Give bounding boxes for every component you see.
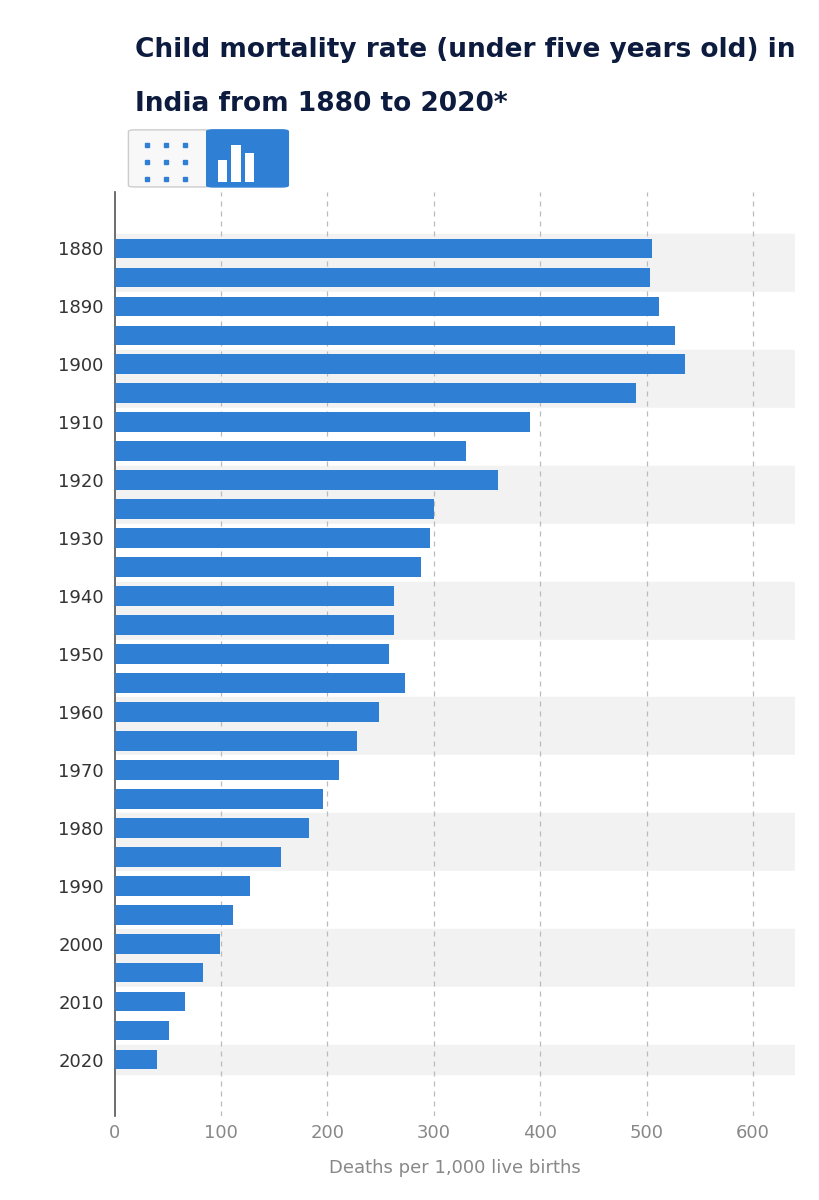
X-axis label: Deaths per 1,000 live births: Deaths per 1,000 live births bbox=[328, 1159, 581, 1177]
Bar bbox=[115, 702, 378, 721]
Bar bbox=[115, 408, 794, 466]
Bar bbox=[115, 499, 433, 520]
Bar bbox=[115, 1050, 157, 1069]
Bar bbox=[115, 731, 357, 751]
Bar bbox=[115, 640, 794, 697]
Bar bbox=[115, 234, 794, 292]
Bar bbox=[115, 528, 429, 548]
Bar bbox=[115, 413, 529, 432]
Bar bbox=[115, 466, 794, 523]
Bar bbox=[115, 239, 651, 258]
Bar bbox=[115, 788, 323, 809]
Bar bbox=[245, 154, 254, 182]
Text: Child mortality rate (under five years old) in: Child mortality rate (under five years o… bbox=[135, 37, 794, 64]
Bar bbox=[115, 991, 185, 1012]
Bar bbox=[115, 268, 649, 287]
Bar bbox=[115, 673, 405, 692]
Bar bbox=[115, 325, 674, 346]
Bar bbox=[115, 962, 203, 983]
Bar bbox=[115, 384, 635, 403]
Bar bbox=[115, 871, 794, 929]
Bar bbox=[115, 582, 794, 640]
Bar bbox=[115, 616, 394, 635]
Bar bbox=[115, 697, 794, 755]
Bar bbox=[115, 760, 339, 780]
Text: India from 1880 to 2020*: India from 1880 to 2020* bbox=[135, 91, 507, 118]
Bar bbox=[115, 470, 497, 490]
Bar bbox=[115, 929, 794, 988]
Bar bbox=[115, 755, 794, 814]
Bar bbox=[115, 354, 684, 374]
Bar bbox=[115, 905, 233, 924]
Bar bbox=[115, 847, 280, 866]
Bar bbox=[115, 350, 794, 408]
Bar bbox=[115, 296, 658, 317]
Bar bbox=[115, 988, 794, 1045]
Bar bbox=[115, 818, 309, 838]
Bar bbox=[115, 587, 394, 606]
FancyBboxPatch shape bbox=[129, 130, 210, 187]
Bar bbox=[115, 1045, 794, 1074]
Bar bbox=[115, 523, 794, 582]
Bar bbox=[115, 442, 465, 461]
Bar bbox=[115, 292, 794, 350]
Bar bbox=[115, 644, 389, 664]
Bar bbox=[115, 557, 421, 577]
Bar bbox=[217, 160, 227, 182]
Bar bbox=[115, 934, 219, 954]
Bar bbox=[231, 145, 241, 182]
FancyBboxPatch shape bbox=[206, 130, 288, 187]
Bar bbox=[115, 814, 794, 871]
Bar bbox=[115, 1021, 169, 1040]
Bar bbox=[115, 876, 250, 895]
